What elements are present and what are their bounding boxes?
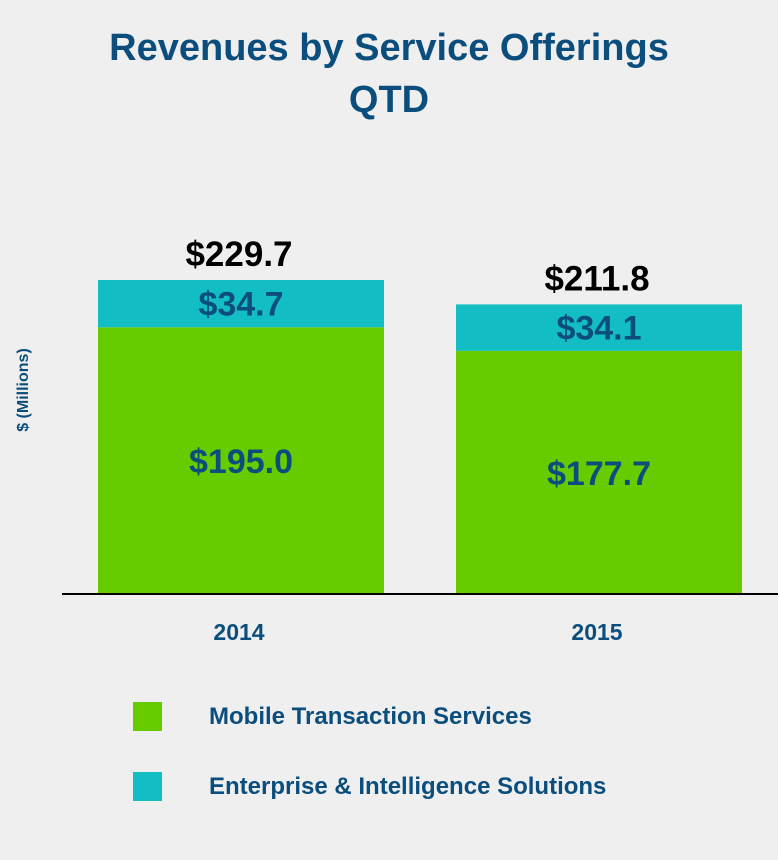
title-line: Revenues by Service Offerings <box>109 27 669 69</box>
legend-swatch-enterprise <box>133 772 162 801</box>
total-label-2015: $211.8 <box>544 259 649 298</box>
x-tick-label-2014: 2014 <box>213 619 264 645</box>
segment-label-2015-0: $177.7 <box>547 455 651 493</box>
segment-label-2014-0: $195.0 <box>189 443 293 481</box>
segment-label-2014-1: $34.7 <box>198 286 283 324</box>
bar-segment-2015-0 <box>456 350 742 593</box>
legend-label-mobile: Mobile Transaction Services <box>209 703 532 730</box>
bar-segment-2015-1 <box>456 304 742 351</box>
stacked-bar-chart: $195.0 $34.7 $229.7 2014 $177.7 $34.1 $211.8 20… <box>62 235 778 645</box>
bar-segment-2014-1 <box>98 280 384 328</box>
legend-swatch-mobile <box>133 702 162 731</box>
bar-segment-2014-0 <box>98 327 384 593</box>
total-label-2014: $229.7 <box>185 235 292 274</box>
segment-label-2015-1: $34.1 <box>556 310 641 348</box>
chart-title: Revenues by Service Offerings QTD <box>0 22 778 126</box>
legend-label-enterprise: Enterprise & Intelligence Solutions <box>209 773 607 800</box>
subtitle-line: QTD <box>348 79 430 121</box>
x-tick-label-2015: 2015 <box>571 619 622 645</box>
